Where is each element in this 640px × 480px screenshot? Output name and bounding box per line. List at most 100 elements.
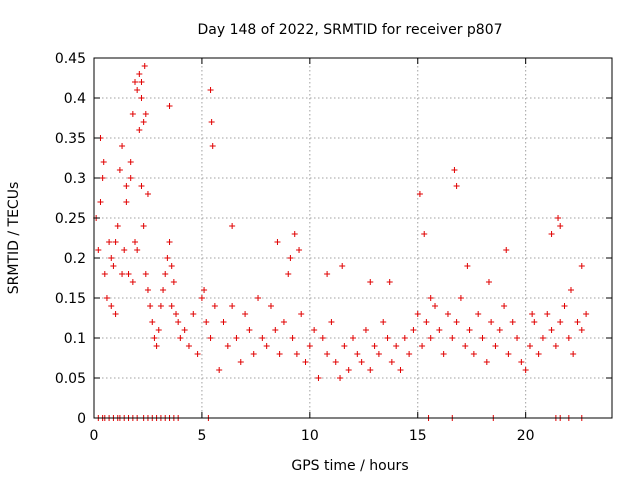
y-tick-label: 0.1 xyxy=(64,331,86,347)
data-point xyxy=(129,279,136,285)
data-point xyxy=(272,327,279,333)
data-point xyxy=(140,223,147,229)
data-point xyxy=(578,263,585,269)
data-point xyxy=(466,327,473,333)
data-point xyxy=(134,87,141,93)
data-point xyxy=(539,335,546,341)
data-point xyxy=(162,271,169,277)
data-point xyxy=(518,359,525,365)
data-point xyxy=(388,359,395,365)
data-point xyxy=(142,271,149,277)
data-point xyxy=(483,359,490,365)
data-point xyxy=(362,327,369,333)
data-point xyxy=(565,335,572,341)
data-point xyxy=(246,327,253,333)
data-point xyxy=(470,351,477,357)
data-point xyxy=(100,159,107,165)
data-points xyxy=(93,63,590,421)
data-point xyxy=(324,271,331,277)
data-point xyxy=(324,351,331,357)
data-point xyxy=(242,311,249,317)
data-point xyxy=(583,311,590,317)
data-point xyxy=(350,335,356,341)
data-point xyxy=(375,351,382,357)
data-point xyxy=(535,351,542,357)
data-point xyxy=(453,183,460,189)
data-point xyxy=(132,239,139,245)
data-point xyxy=(479,335,486,341)
data-point xyxy=(233,335,240,341)
data-point xyxy=(574,319,581,325)
data-point xyxy=(121,247,128,253)
data-point xyxy=(224,343,231,349)
data-point xyxy=(99,175,106,181)
data-point xyxy=(95,247,102,253)
data-point xyxy=(436,327,443,333)
data-point xyxy=(173,311,180,317)
data-point xyxy=(110,263,117,269)
data-point xyxy=(201,287,208,293)
data-point xyxy=(170,279,177,285)
data-point xyxy=(451,167,458,173)
data-point xyxy=(341,343,348,349)
data-point xyxy=(380,319,387,325)
data-point xyxy=(406,351,413,357)
data-point xyxy=(119,143,126,149)
data-point xyxy=(136,71,143,77)
data-point xyxy=(555,215,562,221)
data-point xyxy=(410,327,417,333)
x-tick-label: 20 xyxy=(517,428,535,444)
data-point xyxy=(106,239,113,245)
x-tick-label: 10 xyxy=(301,428,319,444)
data-point xyxy=(432,303,439,309)
data-point xyxy=(423,319,430,325)
data-point xyxy=(112,311,119,317)
data-point xyxy=(280,319,287,325)
y-tick-label: 0.25 xyxy=(55,211,86,227)
y-tick-label: 0.3 xyxy=(64,171,86,187)
data-point xyxy=(503,247,510,253)
data-point xyxy=(371,343,378,349)
data-point xyxy=(332,359,339,365)
data-point xyxy=(207,87,214,93)
x-tick-label: 0 xyxy=(90,428,99,444)
y-tick-label: 0.05 xyxy=(55,371,86,387)
data-point xyxy=(509,319,516,325)
tick-labels: 0 0.05 0.1 0.15 0.2 0.25 0.3 0.35 0.4 0.45 0 5 10 15 2… xyxy=(55,51,535,444)
data-point xyxy=(557,223,564,229)
data-point xyxy=(166,103,173,109)
y-tick-label: 0.2 xyxy=(64,251,86,267)
data-point xyxy=(419,343,426,349)
data-point xyxy=(427,335,434,341)
data-point xyxy=(166,239,173,245)
data-point xyxy=(114,223,121,229)
data-point xyxy=(208,119,215,125)
data-point xyxy=(548,327,555,333)
data-point xyxy=(401,335,408,341)
data-point xyxy=(449,335,456,341)
data-point xyxy=(529,311,536,317)
data-point xyxy=(198,295,205,301)
data-point xyxy=(287,255,294,261)
data-point xyxy=(296,247,303,253)
data-point xyxy=(129,111,136,117)
data-point xyxy=(492,343,499,349)
data-point xyxy=(319,335,326,341)
y-tick-label: 0.35 xyxy=(55,131,86,147)
data-point xyxy=(531,319,538,325)
data-point xyxy=(142,111,149,117)
data-point xyxy=(339,263,346,269)
data-point xyxy=(134,247,141,253)
data-point xyxy=(177,335,184,341)
data-point xyxy=(185,343,192,349)
data-point xyxy=(160,287,167,293)
data-point xyxy=(116,167,123,173)
data-point xyxy=(561,303,568,309)
data-point xyxy=(306,343,313,349)
data-point xyxy=(151,335,158,341)
data-point xyxy=(397,367,404,373)
data-point xyxy=(384,335,391,341)
data-point xyxy=(526,343,533,349)
data-point xyxy=(250,351,257,357)
